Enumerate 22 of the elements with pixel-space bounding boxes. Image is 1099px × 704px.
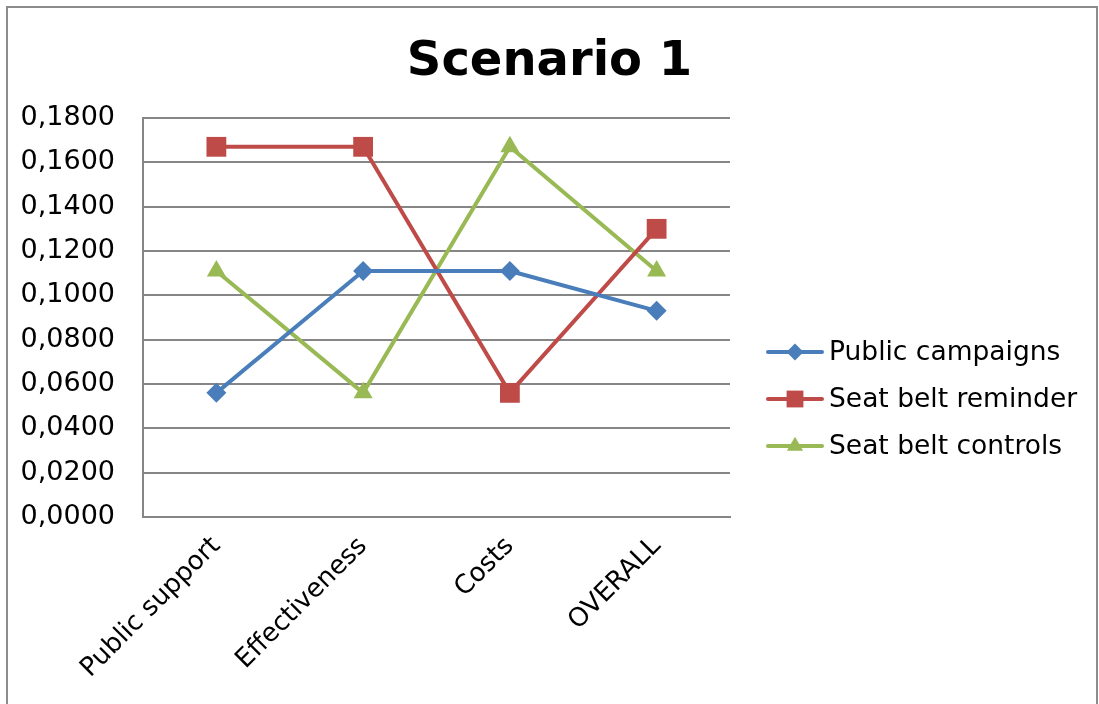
y-tick-label: 0,1400	[20, 188, 115, 220]
point	[499, 382, 520, 403]
legend-label: Seat belt controls	[829, 428, 1063, 460]
y-tick-label: 0,0000	[20, 499, 115, 531]
point	[646, 218, 667, 239]
legend-label: Seat belt reminder	[829, 381, 1078, 413]
y-tick-label: 0,0800	[20, 321, 115, 353]
point	[499, 260, 520, 281]
y-tick-label: 0,1200	[20, 233, 115, 265]
legend-label: Public campaigns	[829, 334, 1061, 366]
y-tick-label: 0,1800	[20, 100, 115, 132]
y-tick-label: 0,1600	[20, 144, 115, 176]
y-tick-label: 0,1000	[20, 277, 115, 309]
y-tick-label: 0,0600	[20, 366, 115, 398]
point	[206, 136, 227, 157]
y-tick-label: 0,0400	[20, 410, 115, 442]
y-tick-label: 0,0200	[20, 454, 115, 486]
point	[206, 382, 227, 403]
point	[646, 300, 667, 321]
chart-title: Scenario 1	[406, 30, 693, 86]
point	[353, 136, 374, 157]
point	[353, 260, 374, 281]
